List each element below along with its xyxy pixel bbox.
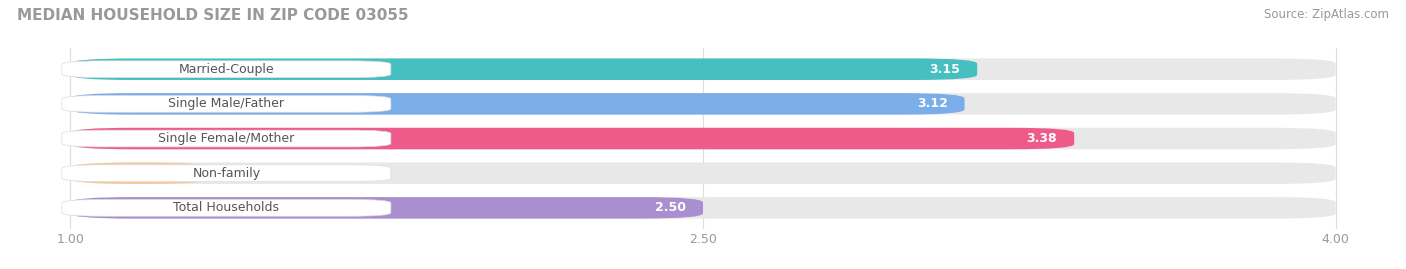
- FancyBboxPatch shape: [70, 128, 1074, 149]
- FancyBboxPatch shape: [70, 93, 965, 115]
- FancyBboxPatch shape: [62, 61, 391, 77]
- Text: 2.50: 2.50: [655, 201, 686, 214]
- FancyBboxPatch shape: [70, 58, 977, 80]
- FancyBboxPatch shape: [70, 162, 209, 184]
- Text: Single Female/Mother: Single Female/Mother: [159, 132, 294, 145]
- Text: 1.33: 1.33: [235, 167, 266, 180]
- FancyBboxPatch shape: [70, 93, 1336, 115]
- FancyBboxPatch shape: [62, 95, 391, 112]
- FancyBboxPatch shape: [62, 200, 391, 216]
- Text: Source: ZipAtlas.com: Source: ZipAtlas.com: [1264, 8, 1389, 21]
- FancyBboxPatch shape: [70, 58, 1336, 80]
- Text: 3.15: 3.15: [929, 63, 960, 76]
- Text: Single Male/Father: Single Male/Father: [169, 97, 284, 110]
- Text: MEDIAN HOUSEHOLD SIZE IN ZIP CODE 03055: MEDIAN HOUSEHOLD SIZE IN ZIP CODE 03055: [17, 8, 409, 23]
- Text: Non-family: Non-family: [193, 167, 260, 180]
- FancyBboxPatch shape: [70, 162, 1336, 184]
- FancyBboxPatch shape: [70, 197, 1336, 219]
- FancyBboxPatch shape: [70, 197, 703, 219]
- Text: Married-Couple: Married-Couple: [179, 63, 274, 76]
- FancyBboxPatch shape: [62, 165, 391, 182]
- FancyBboxPatch shape: [62, 130, 391, 147]
- FancyBboxPatch shape: [70, 128, 1336, 149]
- Text: 3.38: 3.38: [1026, 132, 1057, 145]
- Text: Total Households: Total Households: [173, 201, 280, 214]
- Text: 3.12: 3.12: [917, 97, 948, 110]
